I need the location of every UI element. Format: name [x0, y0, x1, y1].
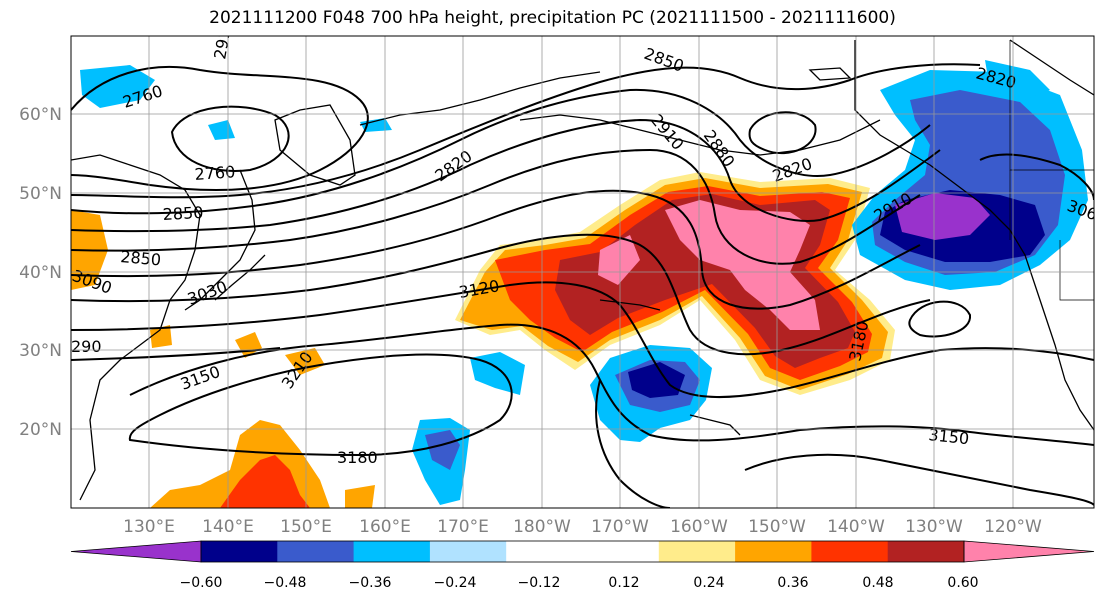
negative-central-dark [628, 362, 685, 398]
colorbar-tick-labels: −0.60 −0.48 −0.36 −0.24 −0.12 0.12 0.24 … [180, 575, 979, 591]
colorbar-cell [506, 541, 583, 562]
contour-label: 290 [71, 337, 102, 356]
negative-ne-topright [985, 60, 1050, 100]
lon-label: 140°E [202, 517, 254, 537]
negative-north-1 [80, 65, 155, 108]
negative-mid-west [425, 430, 460, 470]
lon-label: 150°E [280, 517, 332, 537]
lon-label: 180°W [513, 517, 571, 537]
colorbar-cell [658, 541, 736, 562]
negative-small-west [470, 352, 525, 395]
positive-south-red [220, 455, 310, 508]
colorbar-cells [70, 540, 1095, 563]
colorbar-tick-label: −0.60 [180, 575, 223, 591]
colorbar-tick-label: −0.24 [434, 575, 477, 591]
colorbar-frame [200, 540, 965, 563]
lat-label: 50°N [19, 184, 62, 204]
positive-small-2 [285, 348, 325, 375]
colorbar-cell [735, 541, 812, 562]
lon-label: 150°W [748, 517, 806, 537]
colorbar: −0.60 −0.48 −0.36 −0.24 −0.12 0.12 0.24 … [70, 540, 1095, 591]
gridlines [71, 36, 1094, 508]
longitude-labels: 130°E 140°E 150°E 160°E 170°E 180°W 170°… [123, 517, 1042, 537]
lon-label: 170°W [591, 517, 649, 537]
colorbar-extend-min [70, 540, 202, 563]
lon-label: 120°W [984, 517, 1042, 537]
positive-small-4 [345, 485, 375, 508]
contour-label: 3150 [928, 425, 970, 448]
contour-label: 2850 [120, 247, 162, 269]
lon-label: 160°W [670, 517, 728, 537]
lat-label: 60°N [19, 105, 62, 125]
lon-label: 130°W [905, 517, 963, 537]
latitude-labels: 60°N 50°N 40°N 30°N 20°N [19, 105, 62, 440]
colorbar-cell [582, 541, 660, 562]
colorbar-cell [811, 541, 889, 562]
colorbar-cell [887, 541, 965, 562]
colorbar-tick-label: −0.36 [349, 575, 392, 591]
lon-label: 140°W [827, 517, 885, 537]
lon-label: 160°E [359, 517, 411, 537]
colorbar-extend-max [963, 540, 1095, 563]
colorbar-tick-label: 0.48 [862, 575, 893, 591]
contour-label: 2850 [162, 203, 204, 224]
contour-label: 3180 [337, 448, 378, 467]
lat-label: 40°N [19, 263, 62, 283]
colorbar-cell [277, 541, 355, 562]
positive-anomaly-pink-2 [598, 235, 640, 285]
colorbar-cell [353, 541, 431, 562]
colorbar-tick-label: −0.12 [518, 575, 561, 591]
colorbar-cell [201, 541, 278, 562]
colorbar-tick-label: 0.36 [777, 575, 808, 591]
colorbar-tick-label: −0.48 [264, 575, 307, 591]
lat-label: 20°N [19, 420, 62, 440]
negative-ne-purple [895, 193, 990, 240]
lon-label: 130°E [123, 517, 175, 537]
lat-label: 30°N [19, 341, 62, 361]
height-contours [71, 63, 1094, 508]
lon-label: 170°E [437, 517, 489, 537]
map-title: 2021111200 F048 700 hPa height, precipit… [209, 8, 896, 28]
colorbar-tick-label: 0.24 [693, 575, 724, 591]
positive-small-3 [150, 325, 172, 348]
precip-shading [71, 60, 1088, 508]
colorbar-tick-label: 0.60 [947, 575, 978, 591]
contour-label: 2760 [194, 162, 236, 184]
borders [1009, 40, 1094, 301]
positive-anomaly-pink [665, 200, 820, 330]
colorbar-cell [429, 541, 507, 562]
colorbar-tick-label: 0.12 [608, 575, 639, 591]
map-frame [70, 35, 1095, 509]
